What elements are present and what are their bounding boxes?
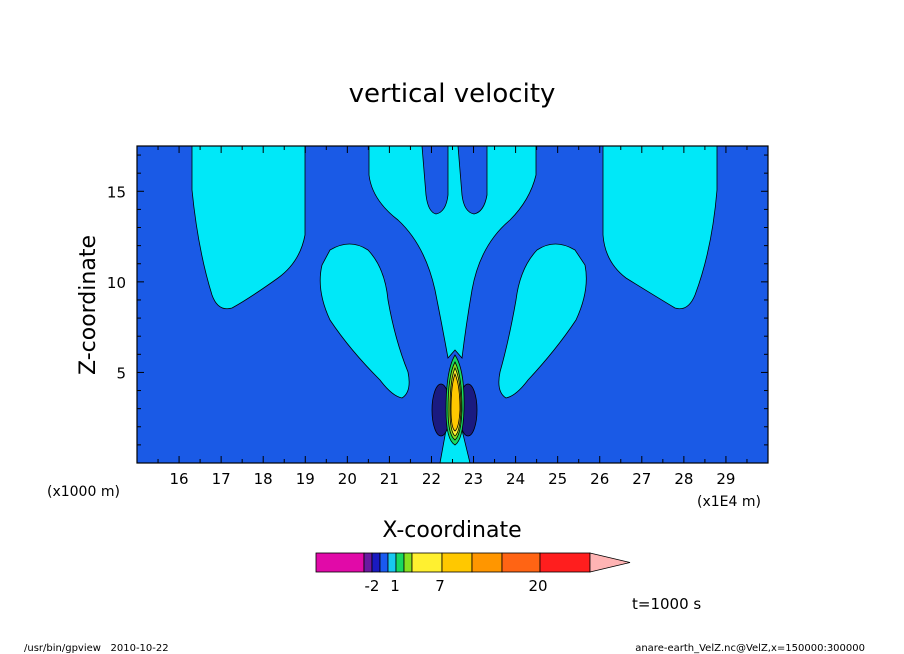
x-tick-label: 28	[674, 470, 693, 488]
colorbar-swatch	[441, 552, 473, 573]
colorbar-swatch	[411, 552, 443, 573]
colorbar-label: 1	[390, 577, 400, 595]
colorbar-swatch	[471, 552, 503, 573]
plot-area	[136, 145, 769, 464]
y-tick-label: 5	[116, 364, 126, 382]
colorbar-swatch	[395, 552, 405, 573]
contour-hole-left	[421, 145, 449, 215]
contour-core-orange	[450, 372, 461, 432]
footer-right: anare-earth_VelZ.nc@VelZ,x=150000:300000	[635, 643, 865, 654]
x-tick-label: 29	[716, 470, 735, 488]
colorbar	[315, 552, 631, 573]
contour-region-left	[191, 145, 306, 310]
y-tick-label: 15	[107, 183, 126, 201]
colorbar-swatch	[387, 552, 397, 573]
colorbar-swatch	[363, 552, 373, 573]
x-tick-label: 17	[212, 470, 231, 488]
colorbar-swatch	[501, 552, 541, 573]
colorbar-labels: -2 1 7 20	[365, 577, 548, 595]
y-axis-ticks: 5 10 15	[107, 154, 768, 446]
colorbar-label: -2	[365, 577, 380, 595]
x-tick-label: 27	[632, 470, 651, 488]
x-tick-label: 22	[422, 470, 441, 488]
x-tick-label: 18	[254, 470, 273, 488]
x-tick-label: 24	[506, 470, 525, 488]
x-tick-label: 16	[170, 470, 189, 488]
x-unit-label: (x1E4 m)	[697, 494, 761, 510]
y-unit-label: (x1000 m)	[47, 484, 120, 500]
x-tick-label: 20	[338, 470, 357, 488]
colorbar-swatch	[379, 552, 389, 573]
y-tick-label: 10	[107, 274, 126, 292]
contour-region-mid-left	[319, 243, 410, 399]
colorbar-swatch	[403, 552, 413, 573]
colorbar-label: 7	[435, 577, 445, 595]
colorbar-swatch	[315, 552, 365, 573]
contour-region-right	[602, 145, 718, 310]
colorbar-arrow	[589, 552, 631, 573]
contour-region-upper-center	[368, 145, 537, 359]
colorbar-swatch	[539, 552, 591, 573]
chart-title: vertical velocity	[349, 79, 556, 109]
colorbar-label: 20	[528, 577, 547, 595]
contour-hole-right	[457, 145, 488, 215]
x-tick-label: 26	[590, 470, 609, 488]
y-axis-label: Z-coordinate	[76, 235, 101, 375]
colorbar-swatch	[371, 552, 381, 573]
x-tick-label: 21	[380, 470, 399, 488]
x-tick-label: 23	[464, 470, 483, 488]
x-tick-label: 25	[548, 470, 567, 488]
x-axis-label: X-coordinate	[382, 518, 521, 543]
x-axis-ticks: 16 17 18 19 20 21 22 23 24 25 26 27 28 29	[157, 146, 748, 488]
time-annotation: t=1000 s	[632, 595, 701, 613]
footer-left: /usr/bin/gpview 2010-10-22	[24, 643, 169, 654]
x-tick-label: 19	[296, 470, 315, 488]
contour-region-mid-right	[498, 243, 587, 399]
